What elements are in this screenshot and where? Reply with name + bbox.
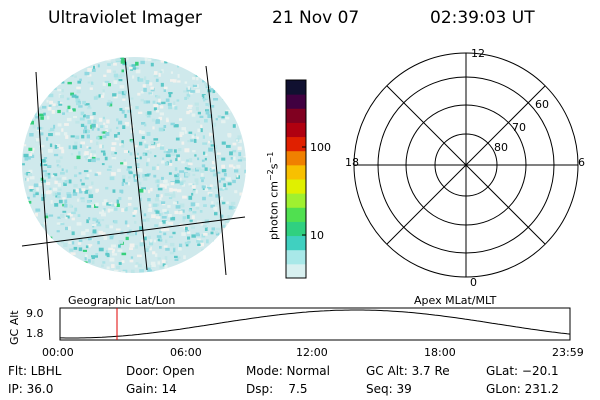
colorbar [285, 79, 307, 279]
polar-plot [353, 52, 579, 278]
glon-info: GLon: 231.2 [486, 382, 559, 396]
timeline-right-title: Apex MLat/MLT [414, 294, 497, 307]
meridian-line-3 [205, 65, 227, 276]
seq-info: Seq: 39 [366, 382, 412, 396]
glat-info: GLat: −20.1 [486, 364, 559, 378]
polar-label-6: 6 [578, 156, 585, 169]
timeline-tick-3: 18:00 [424, 346, 456, 359]
timeline-plot [59, 307, 571, 341]
gc-alt-info: GC Alt: 3.7 Re [366, 364, 450, 378]
timeline-frame [59, 307, 571, 341]
polar-ring-label-70: 70 [512, 121, 526, 134]
meridian-line-1 [35, 71, 51, 281]
colorbar-unit: photon cm−2s−1 [266, 151, 281, 240]
colorbar-stripe [286, 207, 306, 222]
colorbar-stripe [286, 150, 306, 166]
gain-info: Gain: 14 [126, 382, 177, 396]
meridian-line-2 [124, 57, 148, 271]
colorbar-stripe [286, 80, 306, 95]
date-label: 21 Nov 07 [272, 8, 360, 28]
timeline-axis-title: GC Alt [8, 310, 21, 345]
polar-ring-label-80: 80 [494, 141, 508, 154]
polar-ring-label-60: 60 [535, 98, 549, 111]
timeline-ymax: 9.0 [26, 307, 44, 320]
colorbar-label-10: 10 [310, 229, 324, 242]
uv-image [21, 57, 246, 281]
latitude-line [21, 216, 246, 247]
timeline-ymin: 1.8 [26, 327, 44, 340]
polar-label-0: 0 [470, 276, 477, 289]
colorbar-stripe [286, 94, 306, 109]
timeline-tick-2: 12:00 [296, 346, 328, 359]
altitude-curve [60, 309, 571, 339]
colorbar-stripe [286, 108, 306, 123]
filter-info: Flt: LBHL [8, 364, 62, 378]
polar-label-12: 12 [471, 47, 485, 60]
colorbar-stripe [286, 122, 306, 138]
colorbar-stripe [286, 249, 306, 265]
colorbar-label-100: 100 [310, 141, 331, 154]
polar-label-18: 18 [345, 156, 359, 169]
colorbar-stripe [286, 193, 306, 208]
door-info: Door: Open [126, 364, 195, 378]
colorbar-stripe [286, 179, 306, 194]
ip-info: IP: 36.0 [8, 382, 54, 396]
colorbar-stripe [286, 221, 306, 237]
timeline-tick-0: 00:00 [42, 346, 74, 359]
mode-info: Mode: Normal [246, 364, 330, 378]
timeline-left-title: Geographic Lat/Lon [68, 294, 176, 307]
time-label: 02:39:03 UT [430, 8, 535, 28]
dsp-info: Dsp: 7.5 [246, 382, 308, 396]
instrument-title: Ultraviolet Imager [48, 8, 202, 28]
polar-diagonal-2 [386, 85, 546, 245]
timeline-tick-4: 23:59 [552, 346, 584, 359]
colorbar-stripe [286, 164, 306, 180]
colorbar-stripe [286, 136, 306, 152]
timeline-tick-1: 06:00 [170, 346, 202, 359]
colorbar-stripe [286, 235, 306, 251]
colorbar-stripe [286, 263, 306, 279]
